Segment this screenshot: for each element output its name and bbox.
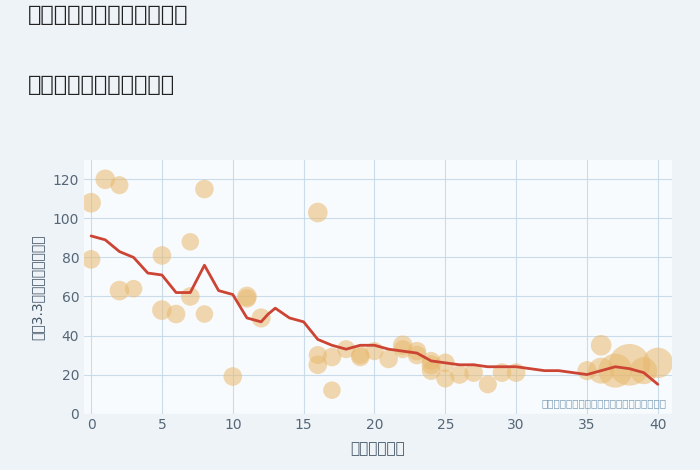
X-axis label: 築年数（年）: 築年数（年） [351, 441, 405, 456]
Point [156, 252, 167, 259]
Point [397, 345, 408, 353]
Point [241, 293, 253, 300]
Point [85, 256, 97, 263]
Point [114, 181, 125, 189]
Point [624, 361, 635, 368]
Point [582, 367, 593, 375]
Point [228, 373, 239, 380]
Point [85, 199, 97, 206]
Point [482, 381, 493, 388]
Point [312, 361, 323, 368]
Point [412, 351, 423, 359]
Point [99, 176, 111, 183]
Point [596, 367, 607, 375]
Point [171, 310, 182, 318]
Point [426, 367, 437, 375]
Point [114, 287, 125, 294]
Point [510, 369, 522, 376]
Point [355, 351, 366, 359]
Point [199, 310, 210, 318]
Point [610, 367, 621, 375]
Text: 築年数別中古戸建て価格: 築年数別中古戸建て価格 [28, 75, 175, 95]
Text: 円の大きさは、取引のあった物件面積を示す: 円の大きさは、取引のあった物件面積を示す [541, 398, 666, 408]
Point [326, 353, 337, 361]
Point [355, 353, 366, 361]
Point [596, 342, 607, 349]
Point [468, 369, 480, 376]
Point [383, 355, 394, 363]
Point [369, 347, 380, 355]
Point [312, 351, 323, 359]
Point [440, 359, 451, 367]
Y-axis label: 坪（3.3㎡）単価（万円）: 坪（3.3㎡）単価（万円） [30, 234, 44, 339]
Point [128, 285, 139, 292]
Point [426, 357, 437, 365]
Point [496, 369, 507, 376]
Point [340, 345, 351, 353]
Point [185, 293, 196, 300]
Point [454, 371, 465, 378]
Point [156, 306, 167, 314]
Text: 兵庫県姫路市豊富町甲丘の: 兵庫県姫路市豊富町甲丘の [28, 5, 188, 25]
Point [412, 347, 423, 355]
Point [426, 361, 437, 368]
Point [440, 375, 451, 382]
Point [397, 342, 408, 349]
Point [185, 238, 196, 245]
Point [652, 359, 664, 367]
Point [312, 209, 323, 216]
Point [326, 386, 337, 394]
Point [199, 185, 210, 193]
Point [241, 295, 253, 302]
Point [638, 367, 650, 375]
Point [256, 314, 267, 321]
